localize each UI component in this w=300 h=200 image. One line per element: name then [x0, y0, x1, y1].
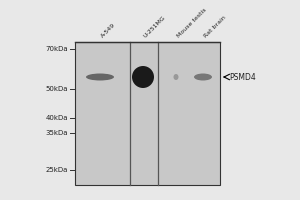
Ellipse shape — [173, 74, 178, 80]
Text: 50kDa: 50kDa — [46, 86, 68, 92]
Ellipse shape — [194, 73, 212, 80]
Text: PSMD4: PSMD4 — [229, 72, 256, 82]
Ellipse shape — [132, 66, 154, 88]
Text: 70kDa: 70kDa — [45, 46, 68, 52]
Text: Rat brain: Rat brain — [203, 15, 227, 39]
Ellipse shape — [86, 73, 114, 80]
Text: 25kDa: 25kDa — [46, 167, 68, 173]
Text: 40kDa: 40kDa — [46, 115, 68, 121]
Bar — [75, 42, 220, 185]
Text: A-549: A-549 — [100, 23, 116, 39]
Text: 35kDa: 35kDa — [46, 130, 68, 136]
Text: Mouse testis: Mouse testis — [176, 8, 208, 39]
Text: U-251MG: U-251MG — [143, 15, 167, 39]
